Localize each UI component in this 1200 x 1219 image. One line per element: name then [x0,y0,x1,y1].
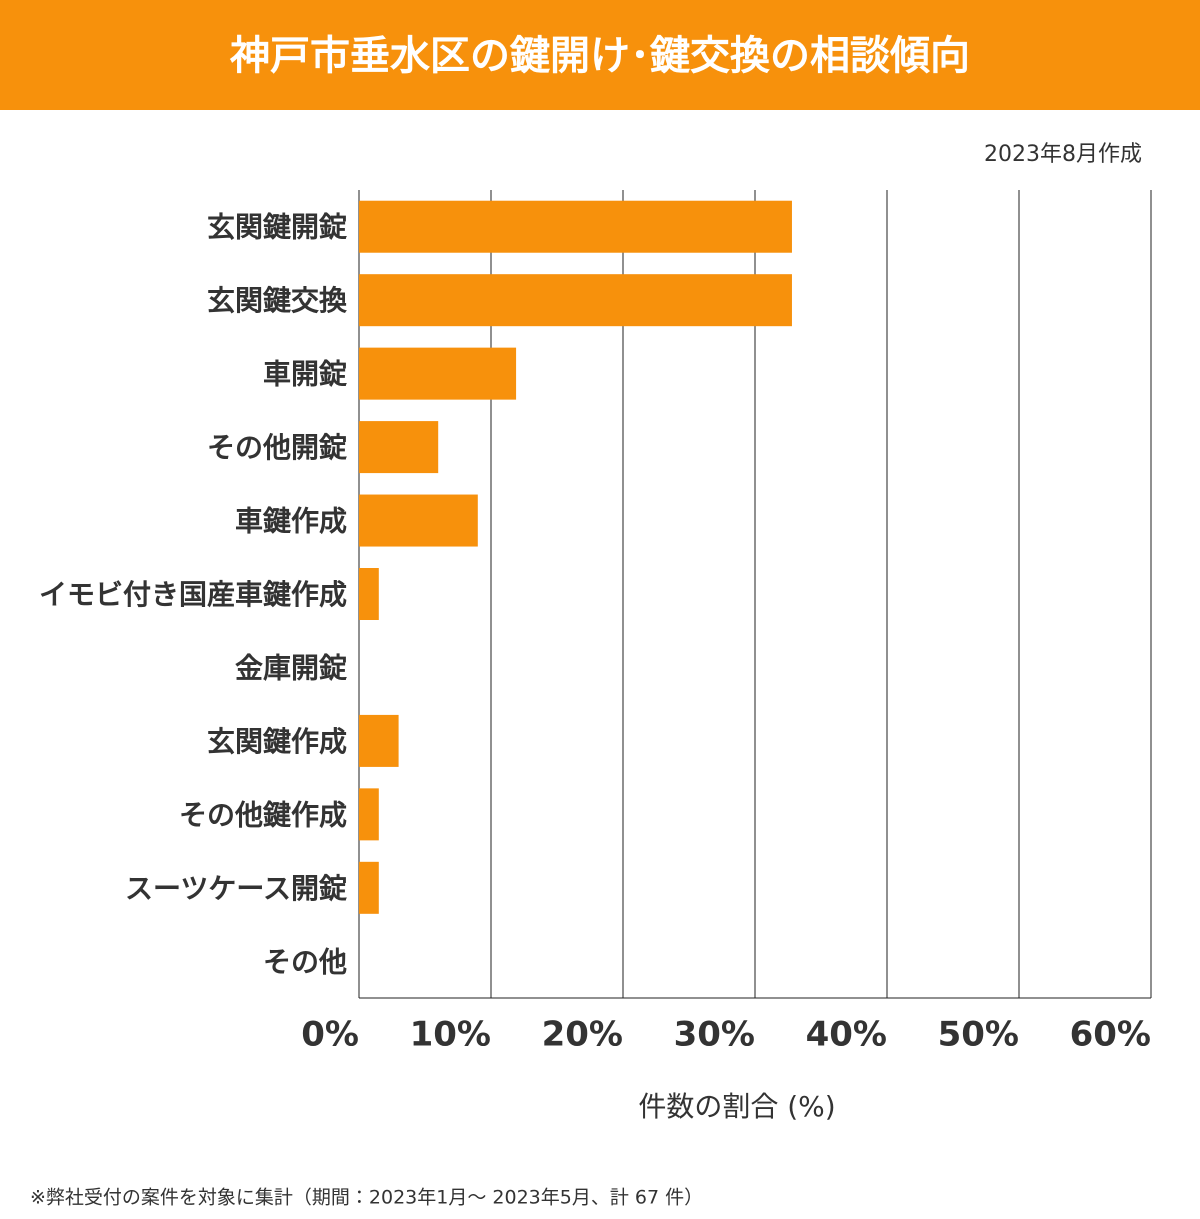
y-tick-label: その他開錠 [207,431,347,464]
bar [359,494,478,547]
x-tick-label: 20% [542,1015,623,1055]
chart-title: 神戸市垂水区の鍵開け･鍵交換の相談傾向 [229,33,970,79]
bar [359,568,379,620]
title-banner [0,0,1200,110]
bar [359,861,379,914]
y-tick-label: 車開錠 [263,358,347,391]
x-tick-label: 0% [301,1015,359,1055]
y-tick-label: 金庫開錠 [235,651,347,684]
y-tick-label: 玄関鍵交換 [207,284,348,317]
footnote: ※弊社受付の案件を対象に集計（期間：2023年1月～ 2023年5月、計 67 … [30,1187,703,1209]
bar [359,788,379,841]
bar [359,714,399,767]
x-tick-label: 60% [1070,1015,1151,1055]
x-axis-label: 件数の割合 (%) [638,1090,835,1123]
y-tick-label: イモビ付き国産車鍵作成 [39,578,347,611]
bar [359,347,517,400]
bar [359,421,439,474]
y-tick-label: その他鍵作成 [179,798,347,831]
y-tick-label: 玄関鍵作成 [207,725,347,758]
y-tick-label: 玄関鍵開錠 [207,211,347,244]
bar [359,200,792,253]
bar [359,274,792,327]
y-tick-label: 車鍵作成 [235,505,347,538]
y-tick-label: スーツケース開錠 [125,872,347,905]
x-tick-label: 30% [674,1015,755,1055]
subtitle: 2023年8月作成 [984,142,1142,167]
x-tick-label: 10% [410,1015,491,1055]
x-tick-label: 50% [938,1015,1019,1055]
y-tick-label: その他 [263,945,347,978]
x-tick-label: 40% [806,1015,887,1055]
